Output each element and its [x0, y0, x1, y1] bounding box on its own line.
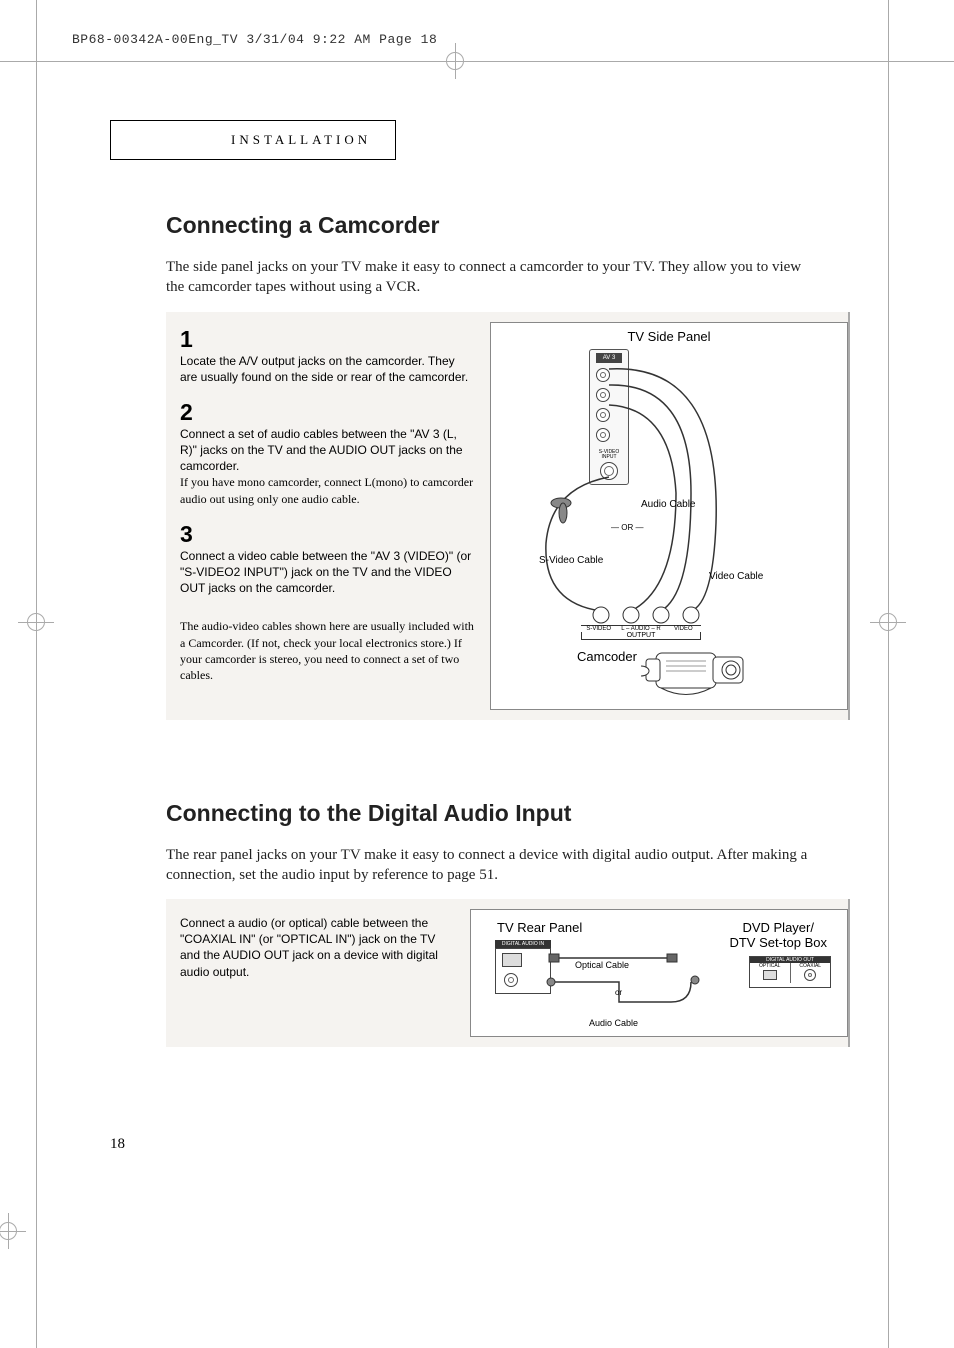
camcorder-icon: [641, 643, 761, 703]
section-tag: INSTALLATION: [110, 120, 396, 160]
step-note: If you have mono camcorder, connect L(mo…: [180, 475, 473, 505]
section2-title: Connecting to the Digital Audio Input: [166, 800, 850, 827]
step-number: 1: [180, 326, 474, 353]
step-number: 2: [180, 399, 474, 426]
audio-cable-label: Audio Cable: [641, 499, 695, 510]
step-number: 3: [180, 521, 474, 548]
section1-intro: The side panel jacks on your TV make it …: [166, 257, 820, 298]
section2-intro: The rear panel jacks on your TV make it …: [166, 845, 820, 886]
step-body: Connect a set of audio cables between th…: [180, 426, 474, 507]
section2-diagram: TV Rear Panel DVD Player/ DTV Set-top Bo…: [470, 909, 848, 1037]
section1-content: 1 Locate the A/V output jacks on the cam…: [166, 312, 850, 720]
or-label: or: [615, 988, 622, 997]
section1-diagram: TV Side Panel AV 3 S-VIDEO INPUT: [490, 322, 848, 710]
video-cable-label: Video Cable: [709, 571, 763, 582]
registration-icon: [0, 1222, 17, 1240]
step-body: Locate the A/V output jacks on the camco…: [180, 353, 474, 385]
camcorder-label: Camcoder: [577, 649, 637, 664]
crop-mark-right: [880, 0, 896, 1348]
crop-mark-top: [0, 52, 954, 70]
step-body: Connect a video cable between the "AV 3 …: [180, 548, 474, 597]
svideo-cable-label: S-Video Cable: [539, 555, 603, 566]
section-tag-label: INSTALLATION: [231, 132, 371, 147]
output-labels: S-VIDEO L – AUDIO – R VIDEO OUTPUT: [581, 625, 701, 640]
step-body: Connect a audio (or optical) cable betwe…: [180, 915, 454, 980]
page-content: INSTALLATION Connecting a Camcorder The …: [110, 120, 850, 1047]
coaxial-jack-icon: [804, 969, 816, 981]
section1-title: Connecting a Camcorder: [166, 212, 850, 239]
registration-icon: [27, 613, 45, 631]
section2-content: Connect a audio (or optical) cable betwe…: [166, 899, 850, 1047]
audio-cable-label: Audio Cable: [589, 1018, 638, 1028]
optical-cable-label: Optical Cable: [575, 960, 629, 970]
registration-icon: [446, 52, 464, 70]
section2-step: Connect a audio (or optical) cable betwe…: [180, 909, 470, 994]
crop-mark-left: [28, 0, 44, 1348]
page-number: 18: [110, 1136, 125, 1153]
crop-mark-bottom: [0, 1222, 954, 1240]
print-header: BP68-00342A-00Eng_TV 3/31/04 9:22 AM Pag…: [72, 32, 437, 47]
section1-footnote: The audio-video cables shown here are us…: [180, 618, 474, 683]
section1-steps: 1 Locate the A/V output jacks on the cam…: [180, 322, 490, 710]
or-label: — OR —: [611, 523, 643, 532]
registration-icon: [879, 613, 897, 631]
